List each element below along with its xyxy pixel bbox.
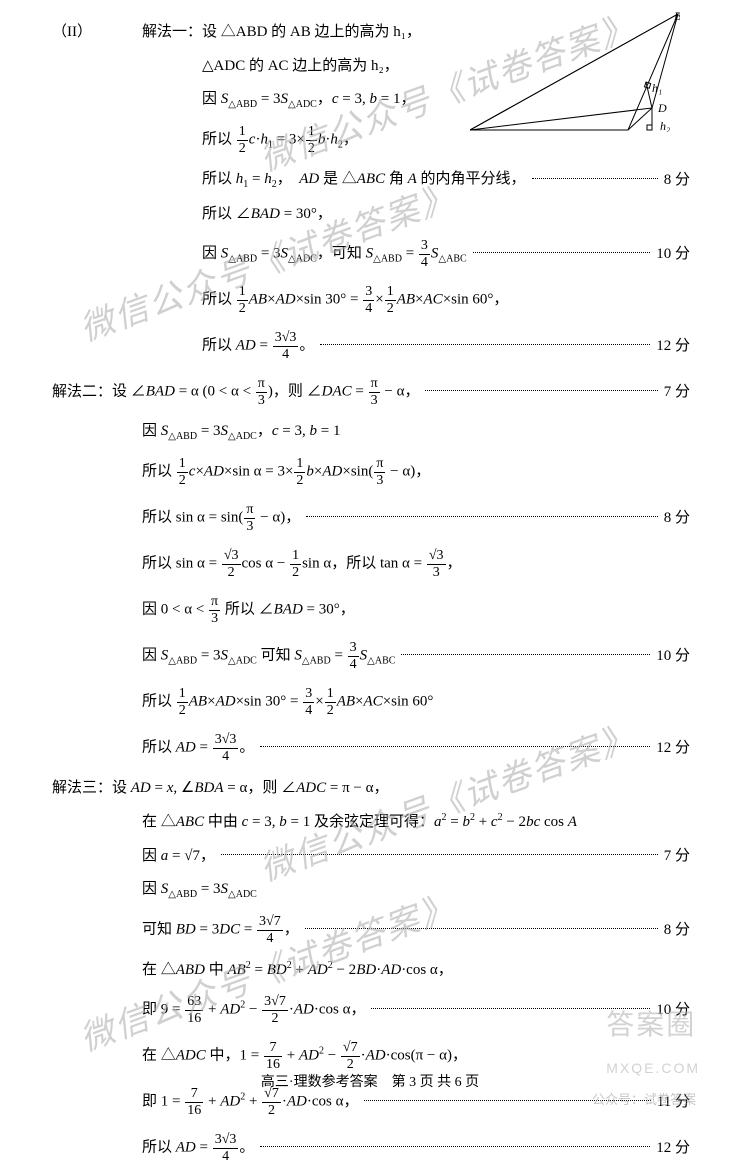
score-label: 12 分 (656, 738, 690, 759)
math-text: 设 ∠BAD = α (0 < α < π3)，则 ∠DAC = π3 − α， (112, 376, 419, 408)
solution-line: 所以 AD = 3√34。 12 分 (52, 728, 690, 768)
math-text: 所以 AD = 3√34。 (142, 1132, 254, 1164)
score-label: 10 分 (656, 646, 690, 667)
solution-line: 因 a = √7， 7 分 (52, 842, 690, 870)
math-text: 所以 AD = 3√34。 (202, 330, 314, 362)
solution-line: 因 S△ABD = 3S△ADC，c = 3, b = 1 (52, 418, 690, 446)
math-text: 因 S△ABD = 3S△ADC，c = 3, b = 1 (142, 421, 340, 444)
solution-line: 因 S△ABD = 3S△ADC (52, 876, 690, 904)
math-text: 所以 sin α = sin(π3 − α)， (142, 502, 300, 534)
solution-line: 因 0 < α < π3 所以 ∠BAD = 30°， (52, 590, 690, 630)
solution-line: 解法二： 设 ∠BAD = α (0 < α < π3)，则 ∠DAC = π3… (52, 372, 690, 412)
solution-line: 所以 12c×AD×sin α = 3×12b×AD×sin(π3 − α)， (52, 452, 690, 492)
solution-line: 因 S△ABD = 3S△ADC，c = 3, b = 1， (52, 86, 690, 114)
page-footer: 高三·理数参考答案 第 3 页 共 6 页 (0, 1073, 740, 1093)
solution-line: 所以 12AB×AD×sin 30° = 34×12AB×AC×sin 60°， (52, 280, 690, 320)
solution-line: 在 △ABD 中 AB2 = BD2 + AD2 − 2BD·AD·cos α， (52, 956, 690, 984)
method-label: 解法二： (52, 382, 112, 403)
math-text: 所以 ∠BAD = 30°， (202, 204, 332, 225)
method-label: 解法一： (142, 24, 202, 40)
math-text: 在 △ABC 中由 c = 3, b = 1 及余弦定理可得：a2 = b2 +… (142, 811, 577, 833)
score-label: 11 分 (657, 1092, 690, 1113)
math-text: 所以 12c×AD×sin α = 3×12b×AD×sin(π3 − α)， (142, 456, 430, 488)
math-text: 因 0 < α < π3 所以 ∠BAD = 30°， (142, 594, 355, 626)
math-text: 可知 BD = 3DC = 3√74， (142, 914, 299, 946)
math-text: 在 △ABD 中 AB2 = BD2 + AD2 − 2BD·AD·cos α， (142, 959, 453, 981)
solution-line: 解法三： 设 AD = x, ∠BDA = α，则 ∠ADC = π − α， (52, 774, 690, 802)
score-label: 10 分 (656, 1000, 690, 1021)
solution-line: 所以 AD = 3√34。 12 分 (52, 1128, 690, 1168)
math-text: 因 S△ABD = 3S△ADC 可知 S△ABD = 34S△ABC (142, 640, 395, 672)
solution-line: 因 S△ABD = 3S△ADC，可知 S△ABD = 34S△ABC 10 分 (52, 234, 690, 274)
score-label: 12 分 (656, 336, 690, 357)
math-text: 所以 sin α = √32cos α − 12sin α，所以 tan α =… (142, 548, 462, 580)
score-label: 10 分 (656, 244, 690, 265)
score-label: 8 分 (664, 170, 690, 191)
math-text: 因 S△ABD = 3S△ADC (142, 879, 257, 902)
math-text: 所以 12AB×AD×sin 30° = 34×12AB×AC×sin 60°， (202, 284, 508, 316)
math-text: 所以 12c·h1 = 3×12b·h2， (202, 124, 358, 156)
score-label: 8 分 (664, 920, 690, 941)
solution-line: 可知 BD = 3DC = 3√74， 8 分 (52, 910, 690, 950)
score-label: 8 分 (664, 508, 690, 529)
solution-line: 所以 h1 = h2， AD 是 △ABC 角 A 的内角平分线， 8 分 (52, 166, 690, 194)
math-text: 所以 12AB×AD×sin 30° = 34×12AB×AC×sin 60° (142, 686, 433, 718)
math-text: 所以 h1 = h2， AD 是 △ABC 角 A 的内角平分线， (202, 169, 526, 192)
solution-line: （II） 解法一：设 △ABD 的 AB 边上的高为 h₁， (52, 18, 690, 46)
part-label: （II） (52, 22, 142, 43)
math-text: △ADC 的 AC 边上的高为 h₂， (202, 56, 399, 77)
method-label: 解法三： (52, 778, 112, 799)
solution-line: 在 △ABC 中由 c = 3, b = 1 及余弦定理可得：a2 = b2 +… (52, 808, 690, 836)
solution-line: 所以 AD = 3√34。 12 分 (52, 326, 690, 366)
score-label: 12 分 (656, 1138, 690, 1159)
math-text: 因 S△ABD = 3S△ADC，c = 3, b = 1， (202, 89, 415, 112)
score-label: 7 分 (664, 846, 690, 867)
solution-line: 在 △ADC 中，1 = 716 + AD2 − √72·AD·cos(π − … (52, 1036, 690, 1076)
solution-line: 因 S△ABD = 3S△ADC 可知 S△ABD = 34S△ABC 10 分 (52, 636, 690, 676)
score-label: 7 分 (664, 382, 690, 403)
solution-line: 即 9 = 6316 + AD2 − 3√72·AD·cos α， 10 分 (52, 990, 690, 1030)
solution-line: 所以 sin α = sin(π3 − α)， 8 分 (52, 498, 690, 538)
solution-line: 所以 ∠BAD = 30°， (52, 200, 690, 228)
math-text: 设 △ABD 的 AB 边上的高为 h₁， (202, 24, 421, 40)
math-text: 设 AD = x, ∠BDA = α，则 ∠ADC = π − α， (112, 778, 388, 799)
solution-line: 所以 sin α = √32cos α − 12sin α，所以 tan α =… (52, 544, 690, 584)
math-text: 在 △ADC 中，1 = 716 + AD2 − √72·AD·cos(π − … (142, 1040, 467, 1072)
math-text: 因 S△ABD = 3S△ADC，可知 S△ABD = 34S△ABC (202, 238, 467, 270)
math-text: 即 9 = 6316 + AD2 − 3√72·AD·cos α， (142, 994, 365, 1026)
solution-line: △ADC 的 AC 边上的高为 h₂， (52, 52, 690, 80)
solution-line: 所以 12c·h1 = 3×12b·h2， (52, 120, 690, 160)
math-text: 所以 AD = 3√34。 (142, 732, 254, 764)
math-text: 因 a = √7， (142, 846, 215, 867)
solution-line: 所以 12AB×AD×sin 30° = 34×12AB×AC×sin 60° (52, 682, 690, 722)
